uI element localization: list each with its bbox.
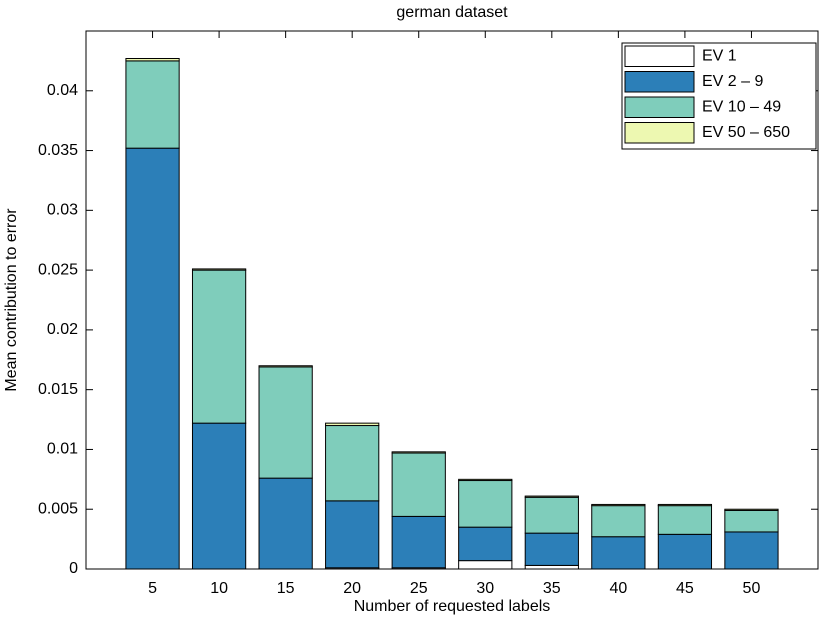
bar-segment: [125, 60, 180, 149]
bar-segment: [258, 477, 313, 570]
y-tick-label: 0.01: [47, 441, 78, 458]
y-tick-label: 0.02: [47, 321, 78, 338]
bar-segment: [591, 503, 646, 507]
plot-frame: [85, 30, 819, 570]
bar-segment: [191, 422, 247, 570]
bar-segment: [524, 564, 579, 570]
y-tick-label: 0.035: [38, 142, 78, 159]
bar-segment: [125, 57, 180, 62]
bar-segment: [458, 478, 513, 482]
bar-segment: [191, 268, 247, 271]
chart-title: german dataset: [396, 4, 508, 21]
bar-segment: [724, 531, 779, 570]
x-tick-label: 10: [210, 580, 228, 597]
bar-segment: [258, 365, 313, 368]
y-axis-label: Mean contribution to error: [3, 208, 20, 392]
bar-segment: [325, 422, 380, 427]
legend-label: EV 1: [702, 47, 737, 64]
bar-segment: [524, 496, 579, 534]
bar-segment: [591, 536, 646, 570]
y-tick-label: 0.005: [38, 500, 78, 517]
bar-segment: [657, 533, 713, 570]
bar-segment: [458, 526, 513, 562]
bar-segment: [458, 560, 513, 570]
x-tick-label: 40: [609, 580, 627, 597]
legend-swatch: [624, 122, 695, 144]
x-tick-label: 45: [676, 580, 694, 597]
bar-segment: [258, 366, 313, 479]
bar-segment: [325, 500, 380, 569]
bar-segment: [724, 508, 779, 511]
y-tick-label: 0.015: [38, 381, 78, 398]
x-tick-label: 5: [148, 580, 157, 597]
bar-segment: [524, 532, 579, 566]
legend-label: EV 50 – 650: [702, 124, 790, 141]
bar-segment: [325, 425, 380, 502]
legend-swatch: [624, 71, 695, 93]
legend-label: EV 10 – 49: [702, 98, 781, 115]
x-tick-label: 30: [476, 580, 494, 597]
bar-segment: [125, 147, 180, 570]
bar-segment: [391, 452, 446, 517]
y-tick-label: 0: [69, 560, 78, 577]
legend-label: EV 2 – 9: [702, 73, 763, 90]
bar-segment: [657, 503, 713, 507]
bar-segment: [391, 515, 446, 569]
y-tick-label: 0.025: [38, 261, 78, 278]
x-tick-label: 50: [743, 580, 761, 597]
x-tick-label: 20: [343, 580, 361, 597]
x-tick-label: 35: [543, 580, 561, 597]
bar-segment: [657, 505, 713, 535]
legend-swatch: [624, 96, 695, 118]
bar-segment: [591, 505, 646, 538]
bar-segment: [524, 495, 579, 498]
bar-segment: [191, 269, 247, 424]
x-tick-label: 15: [277, 580, 295, 597]
y-tick-label: 0.04: [47, 82, 78, 99]
legend-swatch: [624, 45, 695, 67]
bar-segment: [724, 509, 779, 533]
bar-segment: [391, 451, 446, 454]
x-axis-label: Number of requested labels: [354, 598, 551, 615]
bar-segment: [458, 480, 513, 528]
x-tick-label: 25: [410, 580, 428, 597]
y-tick-label: 0.03: [47, 202, 78, 219]
